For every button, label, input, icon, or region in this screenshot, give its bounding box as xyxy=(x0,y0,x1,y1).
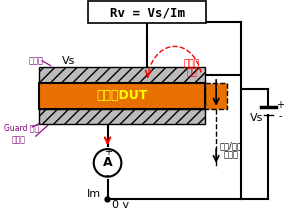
Text: Vs: Vs xyxy=(250,114,263,123)
FancyBboxPatch shape xyxy=(88,1,206,23)
Text: +: + xyxy=(276,100,284,110)
Circle shape xyxy=(94,149,122,177)
Text: Vs: Vs xyxy=(62,56,76,66)
Bar xyxy=(205,83,227,109)
Text: +: + xyxy=(103,147,112,157)
Text: 体电阻: 体电阻 xyxy=(183,60,200,69)
Text: Guard 电极: Guard 电极 xyxy=(4,124,39,133)
Text: 漏电流: 漏电流 xyxy=(224,150,238,160)
Bar xyxy=(39,109,205,124)
Circle shape xyxy=(105,197,110,202)
Text: 表面/侧面: 表面/侧面 xyxy=(220,142,242,151)
Text: Im: Im xyxy=(87,188,101,199)
Text: 上电极: 上电极 xyxy=(28,57,44,66)
Text: Rv = Vs/Im: Rv = Vs/Im xyxy=(110,6,184,19)
Text: -: - xyxy=(279,111,282,122)
Text: 电流: 电流 xyxy=(186,69,197,78)
Bar xyxy=(39,83,205,109)
Bar xyxy=(39,67,205,83)
Text: 0 v: 0 v xyxy=(112,200,129,210)
Text: A: A xyxy=(103,156,112,169)
Text: 被测件DUT: 被测件DUT xyxy=(97,89,148,102)
Text: -: - xyxy=(106,170,109,180)
Text: 主电极: 主电极 xyxy=(12,136,26,145)
